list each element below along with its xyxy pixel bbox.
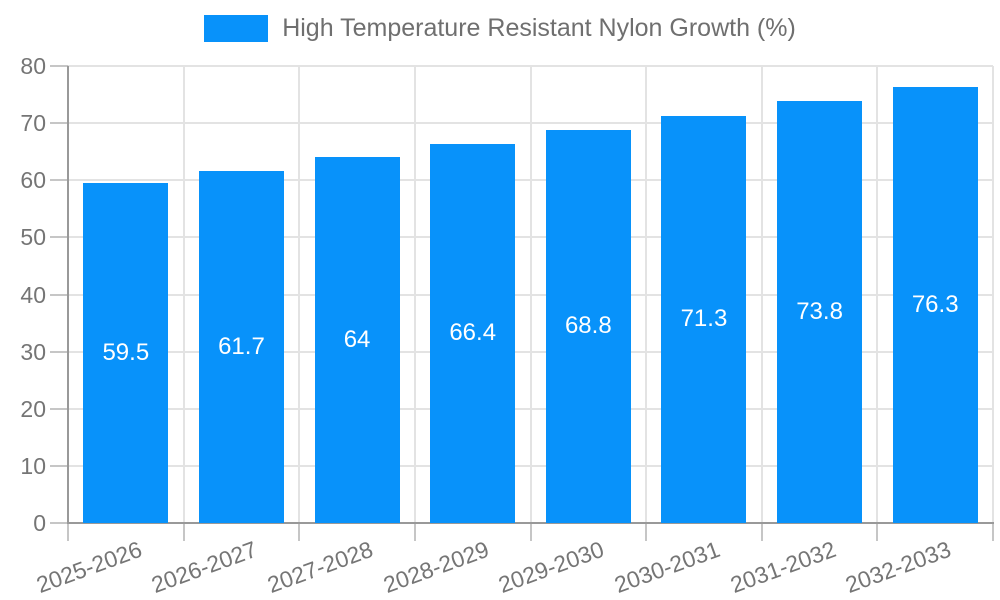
x-axis-label: 2026-2027 [148,535,261,598]
y-axis-tick [50,179,68,182]
bar-value-label: 73.8 [796,298,843,326]
bar-value-label: 68.8 [564,312,612,340]
bar-value-label: 76.3 [911,291,959,319]
x-axis-tick [760,523,763,541]
x-gridline [298,66,301,523]
x-gridline [529,66,532,523]
bar-value-label: 64 [343,326,371,354]
bar[interactable] [83,183,169,523]
x-axis-label: 2025-2026 [32,535,146,598]
x-axis-label: 2032-2033 [842,535,955,598]
bar-value-label: 59.5 [102,339,150,367]
bar[interactable] [430,143,516,523]
legend-swatch[interactable] [204,15,269,42]
bar[interactable] [314,157,400,523]
x-axis-label: 2027-2028 [264,535,377,598]
x-axis-label: 2029-2030 [495,535,608,598]
y-axis-label: 30 [20,338,46,365]
bar-value-label: 61.7 [218,332,265,360]
y-axis-tick [50,522,68,524]
y-axis-label: 0 [33,510,46,536]
x-axis-label: 2030-2031 [610,535,724,598]
bar[interactable] [892,87,978,523]
x-gridline [760,66,763,523]
y-axis-tick [50,407,68,410]
y-axis-label: 50 [20,224,46,251]
y-axis-tick [50,464,68,467]
y-axis-label: 70 [20,110,46,137]
legend-label[interactable]: High Temperature Resistant Nylon Growth … [282,14,796,42]
y-axis-label: 40 [20,281,46,308]
x-gridline [992,66,994,523]
x-gridline [413,66,416,523]
x-gridline [876,66,879,523]
bar-value-label: 66.4 [449,319,497,347]
y-axis-line [67,66,69,524]
bar[interactable] [777,101,863,523]
y-axis-tick [50,236,68,239]
y-axis-label: 60 [20,167,46,194]
x-axis-tick [992,523,994,541]
x-gridline [182,66,185,523]
x-axis-tick [876,523,879,541]
bar[interactable] [661,115,747,523]
y-axis-tick [50,65,68,67]
y-axis-label: 10 [20,452,46,479]
x-gridline [645,66,648,523]
x-axis-tick [529,523,532,541]
legend: High Temperature Resistant Nylon Growth … [0,14,1000,43]
y-axis-label: 80 [20,53,46,79]
x-axis-label: 2031-2032 [726,535,839,598]
x-axis-tick [67,523,69,541]
y-axis-tick [50,122,68,125]
bar-value-label: 71.3 [680,305,728,333]
x-axis-label: 2028-2029 [379,535,492,598]
x-axis-line [67,522,994,524]
x-axis-tick [182,523,185,541]
x-axis-tick [298,523,301,541]
x-axis-tick [645,523,648,541]
y-axis-tick [50,293,68,296]
bar[interactable] [545,129,631,523]
bar[interactable] [198,170,284,523]
y-axis-tick [50,350,68,353]
y-axis-label: 20 [20,395,46,422]
x-axis-tick [413,523,416,541]
